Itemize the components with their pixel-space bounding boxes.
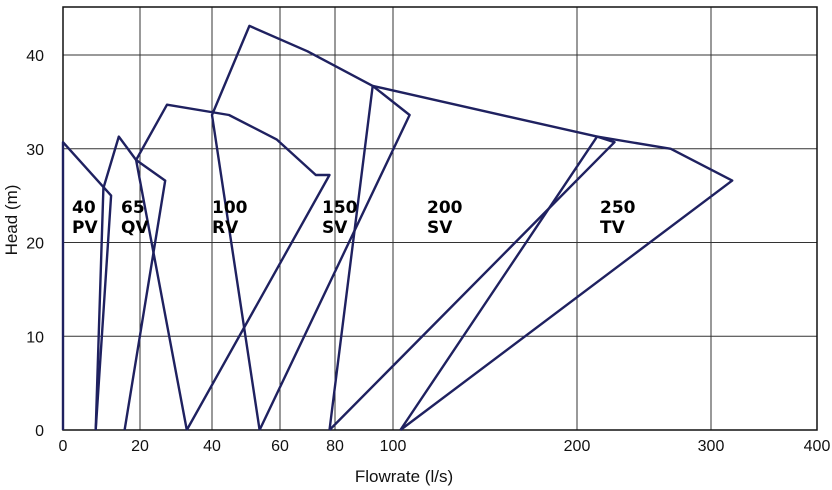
zone-label-250-tv: 250 [600, 198, 636, 218]
zone-label-150-sv: SV [322, 218, 348, 238]
y-tick-label: 10 [26, 329, 44, 346]
curve-40-pv [61, 140, 113, 431]
x-tick-label: 80 [326, 438, 344, 455]
series-curves [61, 24, 734, 431]
zone-label-40-pv: 40 [72, 198, 96, 218]
tick-labels: 0 20 40 60 80 100 200 300 400 0 10 20 30 40 [26, 48, 830, 455]
curve-250-tv [399, 135, 734, 431]
curve-100-rv [134, 103, 331, 431]
x-tick-label: 60 [271, 438, 289, 455]
zone-label-200-sv: SV [427, 218, 453, 238]
curve-150-sv [210, 24, 411, 431]
zone-label-65-qv: QV [121, 218, 149, 238]
x-tick-label: 0 [59, 438, 68, 455]
zone-label-200-sv: 200 [427, 198, 463, 218]
zone-label-250-tv: TV [600, 218, 626, 238]
zone-label-65-qv: 65 [121, 198, 145, 218]
curve-65-qv [94, 135, 167, 431]
x-axis-title: Flowrate (l/s) [355, 467, 453, 486]
y-tick-label: 20 [26, 236, 44, 253]
x-tick-label: 300 [698, 438, 725, 455]
zone-label-150-sv: 150 [322, 198, 358, 218]
y-tick-label: 30 [26, 142, 44, 159]
y-axis-title: Head (m) [2, 185, 21, 256]
x-tick-label: 100 [380, 438, 407, 455]
x-tick-label: 20 [131, 438, 149, 455]
x-tick-label: 400 [804, 438, 831, 455]
y-tick-label: 40 [26, 48, 44, 65]
x-tick-label: 40 [203, 438, 221, 455]
zone-label-40-pv: PV [72, 218, 98, 238]
curve-200-sv [328, 84, 616, 431]
zone-label-100-rv: RV [212, 218, 239, 238]
zone-label-100-rv: 100 [212, 198, 248, 218]
y-tick-label: 0 [35, 423, 44, 440]
x-tick-label: 200 [564, 438, 591, 455]
